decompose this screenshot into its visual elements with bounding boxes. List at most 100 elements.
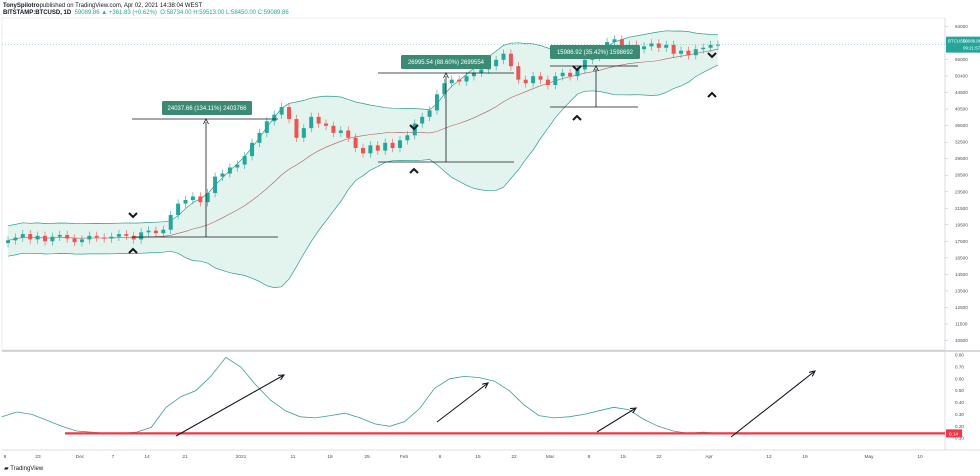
osc-last-value-tag-bg xyxy=(946,429,962,438)
price-range-measure: 15986.92 (35.42%) 1598692 xyxy=(550,45,640,108)
candle-body xyxy=(442,83,447,95)
candle-body xyxy=(161,229,166,234)
candle-body xyxy=(94,235,99,238)
time-axis-label: 14 xyxy=(144,454,150,460)
candle-body xyxy=(353,137,358,148)
measure-label-box xyxy=(162,101,252,115)
candle-body xyxy=(553,76,558,86)
candle-body xyxy=(516,66,521,80)
candle-body xyxy=(560,72,565,77)
last-price-tag-price: 59089.86 xyxy=(963,39,980,44)
candle-body xyxy=(139,232,144,240)
candle-body xyxy=(153,230,158,234)
osc-axis-label: 0.30 xyxy=(955,412,964,417)
candle-body xyxy=(405,135,410,141)
candle-body xyxy=(272,114,277,122)
price-axis-label: 29500 xyxy=(955,156,968,161)
ohlc-values: O:58734.00 H:59513.00 L:58450.00 C:59089… xyxy=(160,10,289,16)
chevron-down-icon xyxy=(128,212,138,219)
candle-body xyxy=(324,123,329,126)
price-axis-label: 50400 xyxy=(955,74,968,79)
price-axis-label: 11500 xyxy=(955,321,968,326)
candle-body xyxy=(72,238,77,243)
candle-body xyxy=(390,142,395,148)
last-price-tag-symbol: BTCUSD xyxy=(948,39,966,44)
candle-body xyxy=(494,59,499,67)
candle-body xyxy=(568,72,573,77)
candle-body xyxy=(294,119,299,138)
candle-body xyxy=(57,234,62,237)
candle-body xyxy=(449,79,454,84)
last-price-tag-timer: 09:21:57 xyxy=(963,46,980,51)
candle-body xyxy=(131,235,136,240)
candle-body xyxy=(79,239,84,243)
trend-arrow-line xyxy=(436,382,489,423)
publisher-line: TonySpilotropublished on TradingView.com… xyxy=(3,2,202,10)
candle-body xyxy=(20,234,25,238)
measure-label-box xyxy=(550,45,640,59)
candle-body xyxy=(575,69,580,77)
price-axis-label: 16500 xyxy=(955,255,968,260)
bollinger-fill xyxy=(8,30,718,288)
price-axis-label: 40500 xyxy=(955,107,968,112)
candle-body xyxy=(146,230,151,233)
chevron-up-icon xyxy=(572,114,582,121)
time-axis-label: 18 xyxy=(327,454,333,460)
price-axis-label: 19500 xyxy=(955,222,968,227)
candle-body xyxy=(264,121,269,133)
price-axis-label: 10500 xyxy=(955,338,968,343)
time-axis-label: 10 xyxy=(917,454,923,460)
candle-body xyxy=(13,237,18,241)
trend-arrow-line xyxy=(175,374,285,437)
time-axis-label: Apr xyxy=(705,454,713,460)
candle-body xyxy=(545,79,550,86)
candle-body xyxy=(235,164,240,168)
published-info: published on TradingView.com, Apr 02, 20… xyxy=(39,3,203,9)
candle-body xyxy=(124,234,129,236)
trend-arrow-line xyxy=(730,370,816,438)
symbol-name[interactable]: BITSTAMP:BTCUSD, 1D xyxy=(3,10,72,16)
time-axis-label: 15 xyxy=(475,454,481,460)
osc-axis-label: 0.80 xyxy=(955,353,964,358)
time-axis-label: 11 xyxy=(291,454,296,460)
candle-body xyxy=(538,76,543,80)
chevron-down-icon xyxy=(572,65,582,72)
tradingview-logo[interactable]: ▰ TradingView xyxy=(4,465,43,472)
candle-body xyxy=(87,235,92,240)
candle-body xyxy=(531,76,536,84)
time-axis-label: 19 xyxy=(802,454,808,460)
candle-body xyxy=(338,130,343,133)
chevron-down-icon xyxy=(409,124,419,131)
time-axis-label: 21 xyxy=(182,454,188,460)
price-axis-label: 23500 xyxy=(955,189,968,194)
time-axis-label: 8 xyxy=(439,454,442,460)
candle-body xyxy=(664,44,669,48)
candle-body xyxy=(168,215,173,230)
time-axis-label: 25 xyxy=(364,454,370,460)
candle-body xyxy=(420,116,425,124)
candle-body xyxy=(242,156,247,165)
bollinger-lower-line xyxy=(7,64,719,288)
candle-body xyxy=(227,167,232,174)
time-axis-label: Mar xyxy=(546,454,555,460)
candle-body xyxy=(434,94,439,111)
trend-arrow-head xyxy=(277,374,286,381)
candle-body xyxy=(331,125,336,133)
price-range-measure: 24037.66 (134.11%) 2403766 xyxy=(132,101,278,238)
osc-axis-label: 0.40 xyxy=(955,400,964,405)
price-axis-label: 13500 xyxy=(955,288,968,293)
candle-body xyxy=(42,235,47,242)
time-axis-label: 23 xyxy=(35,454,41,460)
candle-body xyxy=(309,116,314,129)
price-axis-label: 36500 xyxy=(955,123,968,128)
publisher-name[interactable]: TonySpilotro xyxy=(3,3,40,9)
price-axis-label: 44500 xyxy=(955,90,968,95)
symbol-line: BITSTAMP:BTCUSD, 1D 59089.86 ▲ +361.83 (… xyxy=(3,9,289,17)
trend-arrow-head xyxy=(809,370,816,377)
measure-label: 15986.92 (35.42%) 1598692 xyxy=(557,50,634,56)
candle-body xyxy=(368,145,373,154)
price-axis-label: 26500 xyxy=(955,173,968,178)
time-axis-label: 22 xyxy=(511,454,517,460)
price-axis-label: 56000 xyxy=(955,57,968,62)
